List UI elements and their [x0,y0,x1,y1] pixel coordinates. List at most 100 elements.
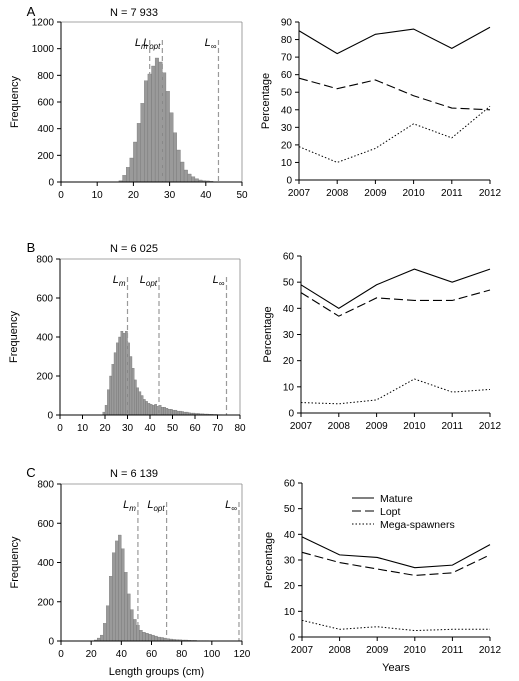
panel-c-histogram-x-tick-label: 20 [86,649,98,660]
panel-b-histogram-sample-size: N = 6 025 [110,243,158,255]
panel-c-histogram-bar [112,552,116,642]
panel-a-histogram-y-tick-label: 200 [37,151,54,162]
panel-c-histogram-ref-label-sub: m [129,504,136,513]
panel-c-histogram-bar [133,619,137,642]
panel-a-histogram-y-label: Frequency [9,76,21,128]
legend-label-lopt: Lopt [380,506,401,518]
panel-b-histogram-ref-label: Lopt [140,274,158,288]
panel-a-trend-y-tick-label: 40 [281,105,293,116]
panel-a-trend-x-tick-label: 2009 [364,188,387,199]
panel-a-trend-series-lopt [298,77,491,111]
panel-b-histogram-ref-label-main: L [213,274,219,286]
panel-b-trend-x-tick-label: 2007 [290,421,313,432]
panel-a-histogram-ref-label-main: L [205,37,211,49]
panel-a-histogram-ref-label-main: L [143,37,149,49]
panel-a-histogram-ref-label: Lm [135,37,148,51]
panel-b-histogram-bar [149,404,153,416]
panel-b-histogram-bar [163,407,166,416]
panel-b-histogram-bar [176,410,180,416]
panel-c-trend-x-tick-label: 2009 [366,645,389,656]
panel-a-trend-series-mega-spawners [298,105,491,163]
panel-c-histogram-panel-label: C [26,465,35,480]
panel-b-histogram-bar [131,368,135,416]
panel-a-histogram-bar [126,167,130,183]
panel-c-trend-y-tick-label: 30 [284,556,296,567]
panel-a-trend-x-tick-label: 2011 [441,188,463,199]
panel-a-trend-x-tick-label: 2008 [326,188,349,199]
panel-b-histogram-y-tick-label: 200 [36,372,53,383]
panel-c-histogram-x-tick-label: 80 [176,649,188,660]
panel-b-histogram-y-tick-label: 600 [36,294,53,305]
panel-a-histogram-bar [140,103,145,183]
panel-a-histogram-bar [183,169,188,183]
panel-a-histogram-panel-label: A [27,4,36,19]
panel-a-histogram-y-tick-label: 0 [48,178,54,189]
panel-a-histogram-bar [122,175,127,183]
panel-a-histogram-bar [191,176,196,183]
panel-a-trend-y-tick-label: 90 [281,18,293,29]
panel-c-trend-x-tick-label: 2012 [479,645,502,656]
panel-a-histogram-bar [154,57,159,183]
panel-a-trend-y-tick-label: 50 [281,88,293,99]
panel-a-histogram-bar [169,112,174,183]
panel-a-histogram-bar [176,149,181,183]
panel-a-trend-y-label: Percentage [260,73,272,129]
panel-b-histogram-x-tick-label: 10 [77,423,89,434]
panel-c-histogram-ref-label-main: L [147,499,153,511]
panel-b-histogram-ref-label-main: L [140,274,146,286]
panel-a-histogram-y-tick-label: 1000 [32,44,55,55]
panel-b-histogram-ref-label-main: L [113,274,119,286]
panel-b-histogram-bar [147,403,151,416]
panel-a-histogram-y-tick-label: 800 [37,71,54,82]
panel-b-histogram-bar [174,409,178,416]
panel-c-histogram-y-tick-label: 400 [37,558,54,569]
panel-b-histogram-x-tick-label: 80 [234,423,246,434]
panel-a-histogram-bar [173,132,177,183]
panel-c-histogram-bar [103,623,107,642]
panel-a-histogram-bar [133,141,138,183]
panel-c-histogram-ref-label: L∞ [225,499,237,513]
panel-a-histogram-ref-label-sub: ∞ [211,42,217,51]
panel-c-histogram-bar [145,633,149,642]
panel-b-trend-y-tick-label: 40 [283,304,295,315]
panel-a-trend-y-tick-label: 60 [281,70,293,81]
panel-c-histogram-ref-label-sub: ∞ [231,504,237,513]
panel-c-histogram-bar [151,634,155,642]
panel-a-histogram-bar [180,161,185,183]
panel-b-histogram-bar [170,408,173,416]
panel-a-histogram-ref-label: Lopt [143,37,161,51]
panel-c-trend-y-tick-label: 0 [289,633,295,644]
panel-c-histogram-bar [118,534,122,642]
panel-c-trend-x-tick-label: 2010 [404,645,427,656]
panel-c-histogram-bar [130,609,134,642]
panel-c-histogram-x-tick-label: 0 [58,649,64,660]
panel-c-trend-y-tick-label: 20 [284,581,296,592]
panel-b-trend-y-tick-label: 30 [283,330,295,341]
panel-a-histogram-ref-label: L∞ [205,37,217,51]
panel-b-histogram-y-tick-label: 800 [36,255,53,266]
panel-b-histogram-bar [165,408,169,416]
panel-c-histogram-y-tick-label: 600 [37,519,54,530]
panel-c-trend-y-tick-label: 60 [284,479,296,490]
legend-label-mature: Mature [380,493,413,505]
panel-b-histogram-bar [116,342,119,416]
panel-b-histogram-bar [129,356,133,416]
panel-b-histogram-bar [113,352,117,416]
panel-a-histogram-ref-label-sub: opt [149,42,161,51]
panel-c-histogram-ref-label-main: L [225,499,231,511]
panel-b-histogram-bar [145,401,148,416]
panel-b-trend-y-tick-label: 0 [288,409,294,420]
panel-a-trend-y-tick-label: 80 [281,35,293,46]
panel-c-trend-series-mega-spawners [301,619,490,632]
panel-c-trend-y-tick-label: 10 [284,607,296,618]
panel-c-trend-x-tick-label: 2011 [442,645,464,656]
panel-b-histogram-x-tick-label: 40 [144,423,156,434]
panel-c-histogram-ref-label-main: L [123,499,129,511]
panel-b-histogram-y-tick-label: 400 [36,333,53,344]
panel-b-histogram-ref-label: Lm [113,274,126,288]
panel-b-histogram-ref-label-sub: ∞ [219,279,225,288]
panel-c-histogram-bar [127,593,131,642]
panel-c-histogram-ref-label: Lopt [147,499,165,513]
panel-b-trend-x-tick-label: 2011 [441,421,463,432]
